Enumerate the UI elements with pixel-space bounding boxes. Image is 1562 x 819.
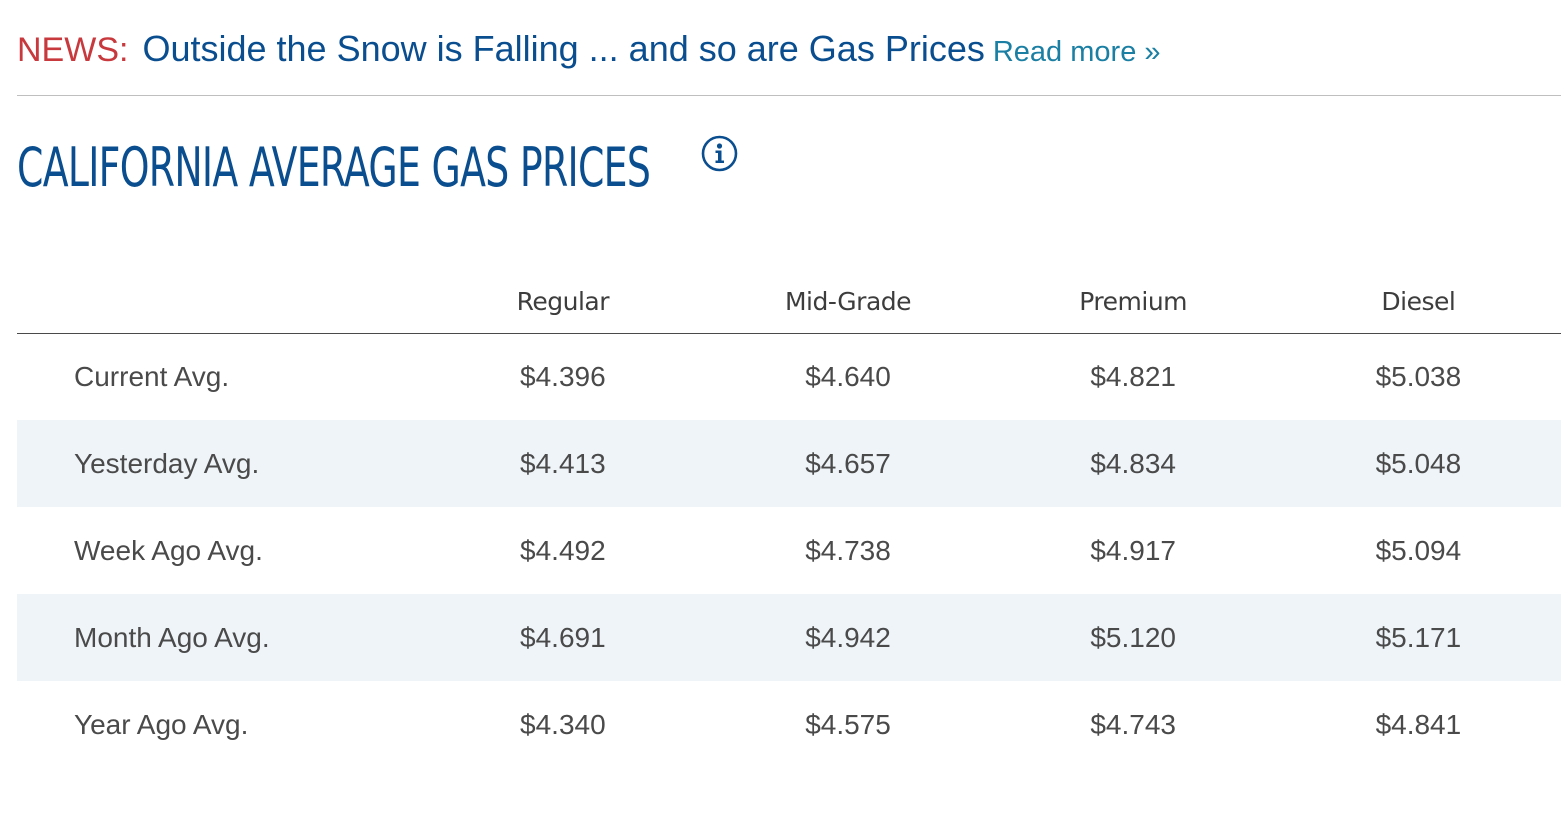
news-headline-link[interactable]: Outside the Snow is Falling ... and so a…	[142, 28, 985, 69]
info-circle-icon[interactable]	[701, 135, 738, 172]
price-cell: $4.492	[520, 534, 606, 566]
price-cell: $4.834	[990, 420, 1276, 507]
table-row: Yesterday Avg. $4.413 $4.657 $4.834 $5.0…	[17, 420, 1561, 507]
page-title: CALIFORNIA AVERAGE GAS PRICES	[17, 136, 651, 199]
price-cell: $4.340	[520, 708, 606, 740]
column-header-diesel: Diesel	[1275, 270, 1561, 334]
price-cell: $4.743	[1090, 708, 1176, 740]
table-row: Week Ago Avg. $4.492 $4.738 $4.917 $5.09…	[17, 507, 1561, 594]
price-cell: $4.821	[1090, 360, 1176, 392]
price-cell: $4.917	[1090, 534, 1176, 566]
row-label: Week Ago Avg.	[74, 534, 263, 566]
column-header	[17, 270, 421, 334]
price-cell: $4.640	[805, 360, 891, 392]
column-header-mid-grade: Mid-Grade	[705, 270, 991, 334]
price-cell: $4.942	[705, 594, 991, 681]
price-cell: $5.094	[1375, 534, 1462, 566]
table-header-row: Regular Mid-Grade Premium Diesel	[17, 270, 1561, 334]
price-cell: $4.396	[520, 360, 606, 392]
row-label: Current Avg.	[74, 360, 230, 392]
table-row: Month Ago Avg. $4.691 $4.942 $5.120 $5.1…	[17, 594, 1561, 681]
price-cell: $5.038	[1375, 360, 1462, 392]
column-header-premium: Premium	[990, 270, 1276, 334]
price-cell: $4.575	[805, 708, 891, 740]
price-cell: $4.413	[420, 420, 706, 507]
price-cell: $5.120	[990, 594, 1276, 681]
price-cell: $4.738	[805, 534, 891, 566]
divider	[17, 95, 1561, 96]
price-cell: $4.691	[420, 594, 706, 681]
table-row: Year Ago Avg. $4.340 $4.575 $4.743 $4.84…	[17, 681, 1561, 768]
price-cell: $4.841	[1375, 708, 1462, 740]
gas-prices-table: Regular Mid-Grade Premium Diesel Current…	[17, 270, 1561, 768]
row-label: Month Ago Avg.	[17, 594, 421, 681]
table-row: Current Avg. $4.396 $4.640 $4.821 $5.038	[17, 333, 1561, 420]
news-bar: NEWS: Outside the Snow is Falling ... and…	[17, 28, 1161, 70]
read-more-link[interactable]: Read more »	[992, 36, 1161, 68]
row-label: Year Ago Avg.	[74, 708, 249, 740]
price-cell: $5.171	[1275, 594, 1561, 681]
column-header-regular: Regular	[420, 270, 706, 334]
price-cell: $5.048	[1275, 420, 1561, 507]
title-block: CALIFORNIA AVERAGE GAS PRICES	[17, 132, 977, 204]
news-label: NEWS:	[17, 31, 129, 69]
row-label: Yesterday Avg.	[17, 420, 421, 507]
price-cell: $4.657	[705, 420, 991, 507]
